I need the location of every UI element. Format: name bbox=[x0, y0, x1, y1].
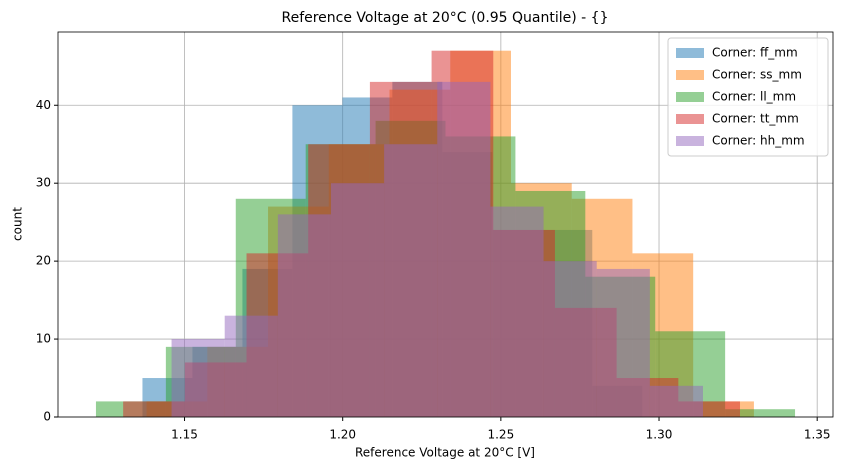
legend-label: Corner: ss_mm bbox=[712, 68, 802, 82]
histogram-bar bbox=[277, 214, 331, 417]
legend-swatch bbox=[676, 114, 704, 124]
x-tick-label: 1.20 bbox=[329, 428, 356, 442]
x-axis-label: Reference Voltage at 20°C [V] bbox=[355, 446, 535, 460]
histogram-bar bbox=[330, 183, 385, 417]
chart-title: Reference Voltage at 20°C (0.95 Quantile… bbox=[281, 10, 608, 26]
y-tick-label: 30 bbox=[36, 176, 51, 190]
legend-box bbox=[667, 37, 829, 157]
legend-label: Corner: hh_mm bbox=[712, 134, 805, 148]
y-tick-label: 10 bbox=[36, 332, 51, 346]
y-tick-label: 20 bbox=[36, 254, 51, 268]
plot-frame bbox=[57, 31, 834, 418]
legend-swatch bbox=[676, 48, 704, 58]
histogram-bar bbox=[437, 81, 491, 417]
histogram-bar bbox=[384, 144, 438, 417]
histogram-bar bbox=[596, 268, 650, 417]
histogram-bar bbox=[224, 315, 278, 417]
legend-label: Corner: ll_mm bbox=[712, 90, 796, 104]
x-tick-label: 1.35 bbox=[804, 428, 831, 442]
histogram-bar bbox=[725, 409, 796, 417]
x-tick-label: 1.15 bbox=[171, 428, 198, 442]
legend-swatch bbox=[676, 136, 704, 146]
histogram-bar bbox=[123, 401, 185, 417]
legend-label: Corner: tt_mm bbox=[712, 112, 799, 126]
histogram-bar bbox=[171, 339, 225, 417]
x-tick-label: 1.30 bbox=[646, 428, 673, 442]
y-tick-label: 40 bbox=[36, 98, 51, 112]
legend: Corner: ff_mm Corner: ss_mm Corner: ll_mm C… bbox=[667, 37, 829, 157]
histogram-bar bbox=[649, 385, 703, 417]
x-tick-label: 1.25 bbox=[487, 428, 514, 442]
y-tick-label: 0 bbox=[43, 410, 51, 424]
histogram-bar bbox=[490, 206, 544, 417]
legend-label: Corner: ff_mm bbox=[712, 46, 798, 60]
legend-swatch bbox=[676, 70, 704, 80]
histogram-series bbox=[171, 81, 703, 417]
histogram-bar bbox=[543, 261, 597, 417]
y-axis-label: count bbox=[11, 207, 25, 241]
legend-swatch bbox=[676, 92, 704, 102]
